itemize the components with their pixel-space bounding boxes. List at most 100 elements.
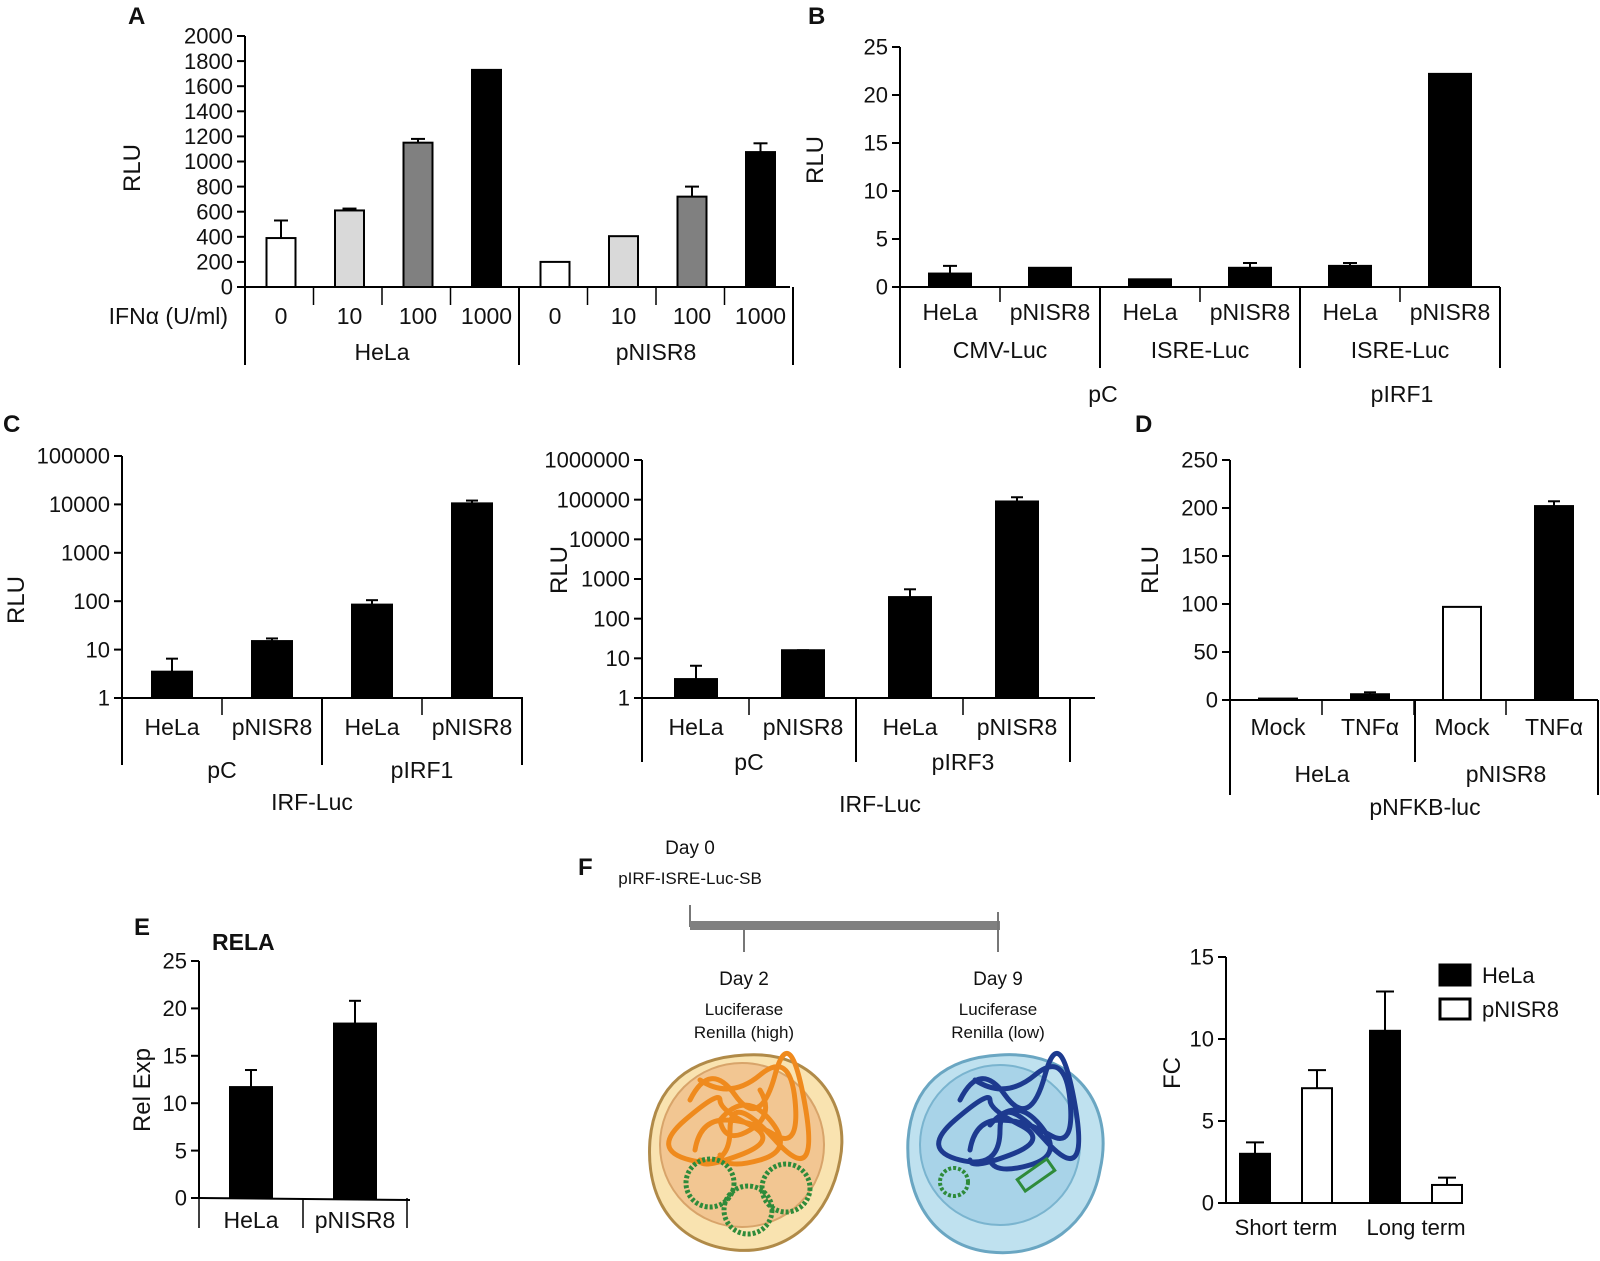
y-tick-label: 1800: [184, 49, 233, 74]
legend-swatch: [1438, 963, 1472, 987]
bar: [229, 1086, 273, 1199]
y-tick-label: 1: [98, 686, 110, 711]
bar: [888, 596, 932, 700]
x-tick-label: HeLa: [923, 299, 978, 325]
y-tick-label: 200: [196, 250, 233, 275]
bar: [1128, 278, 1172, 289]
y-tick-label: 100: [73, 589, 110, 614]
chromatin: [936, 1051, 1082, 1172]
y-tick-label: 1600: [184, 74, 233, 99]
y-axis-title: FC: [1159, 1057, 1186, 1089]
y-tick-label: 600: [196, 199, 233, 224]
y-tick-label: 5: [175, 1138, 187, 1163]
bar: [1028, 266, 1072, 288]
y-tick-label: 100: [593, 606, 630, 631]
group-label: CMV-Luc: [953, 337, 1048, 363]
panel-label-f: F: [578, 854, 593, 881]
timeline-construct: pIRF-ISRE-Luc-SB: [618, 869, 762, 888]
timeline-day2-line1: Luciferase: [705, 1000, 783, 1019]
bar: [608, 235, 639, 288]
bar: [1369, 1029, 1401, 1205]
timeline-day9: Day 9: [973, 969, 1023, 990]
bar: [251, 640, 293, 700]
x-tick-label: HeLa: [1323, 299, 1378, 325]
bar: [333, 1022, 377, 1199]
y-tick-label: 0: [1202, 1191, 1214, 1216]
y-tick-label: 10: [1190, 1027, 1214, 1052]
x-tick-label: TNFα: [1525, 714, 1583, 740]
bar: [745, 151, 776, 288]
timeline-day0: Day 0: [665, 838, 715, 859]
y-tick-label: 2000: [184, 24, 233, 49]
x-tick-label: 100: [673, 303, 711, 329]
y-tick-label: 1400: [184, 99, 233, 124]
charts-layer: 0200400600800100012001400160018002000RLU…: [3, 24, 1599, 1240]
y-tick-label: 200: [1181, 496, 1218, 521]
group-label: pC: [1088, 381, 1117, 407]
bar: [402, 141, 434, 288]
y-tick-label: 10: [864, 179, 888, 204]
legend-label: HeLa: [1482, 963, 1535, 988]
y-tick-label: 100000: [37, 444, 110, 469]
x-tick-label: TNFα: [1341, 714, 1399, 740]
y-tick-label: 0: [221, 275, 233, 300]
x-tick-label: HeLa: [224, 1207, 279, 1233]
bar: [151, 670, 193, 700]
bar: [1534, 505, 1574, 701]
y-tick-label: 1000: [61, 541, 110, 566]
y-tick-label: 800: [196, 174, 233, 199]
bar: [265, 237, 297, 288]
bar: [1301, 1087, 1333, 1204]
y-tick-label: 5: [876, 227, 888, 252]
x-tick-label: 0: [549, 303, 562, 329]
group-label: pNISR8: [616, 339, 697, 365]
x-tick-label: 0: [275, 303, 288, 329]
y-axis-title: Rel Exp: [129, 1048, 156, 1132]
group-label: ISRE-Luc: [1151, 337, 1249, 363]
plasmid-circle: [938, 1166, 970, 1198]
bar: [1258, 697, 1298, 701]
x-tick-label: Mock: [1435, 714, 1490, 740]
chromatin: [666, 1051, 812, 1167]
y-tick-label: 25: [864, 35, 888, 60]
y-tick-label: 0: [175, 1186, 187, 1211]
group-label: pIRF1: [1371, 381, 1434, 407]
bar: [1228, 266, 1272, 288]
x-tick-label: pNISR8: [1210, 299, 1291, 325]
y-tick-label: 250: [1181, 448, 1218, 473]
y-tick-label: 10000: [569, 527, 630, 552]
panel-label-e: E: [134, 914, 150, 941]
group-label: pC: [734, 749, 763, 775]
x-tick-label: 1000: [735, 303, 786, 329]
chart-bottom-title: pNFKB-luc: [1369, 794, 1480, 820]
chart-title: RELA: [212, 929, 275, 955]
timeline-diagram: Day 0 pIRF-ISRE-Luc-SB Day 2 Luciferase …: [618, 838, 1105, 1255]
y-tick-label: 400: [196, 225, 233, 250]
y-tick-label: 15: [163, 1044, 187, 1069]
y-tick-label: 1: [618, 686, 630, 711]
x-tick-label: pNISR8: [1010, 299, 1091, 325]
y-tick-label: 50: [1194, 640, 1218, 665]
y-tick-label: 150: [1181, 544, 1218, 569]
bar: [351, 603, 393, 700]
y-tick-label: 10: [606, 646, 630, 671]
y-tick-label: 10000: [49, 492, 110, 517]
bar: [995, 500, 1039, 699]
group-label: HeLa: [1295, 761, 1350, 787]
y-axis-title: RLU: [1137, 546, 1164, 594]
bar: [334, 209, 365, 289]
x-tick-label: HeLa: [1123, 299, 1178, 325]
y-axis-title: RLU: [802, 136, 829, 184]
legend-label: pNISR8: [1482, 997, 1559, 1022]
y-axis-title: RLU: [119, 144, 146, 192]
y-tick-label: 20: [163, 996, 187, 1021]
group-label: pC: [207, 757, 236, 783]
x-tick-label: HeLa: [145, 714, 200, 740]
plasmid-circle: [759, 1161, 813, 1215]
x-tick-label: 100: [399, 303, 437, 329]
bar: [1328, 264, 1372, 289]
y-tick-label: 10: [86, 637, 110, 662]
bar: [1431, 1183, 1463, 1204]
